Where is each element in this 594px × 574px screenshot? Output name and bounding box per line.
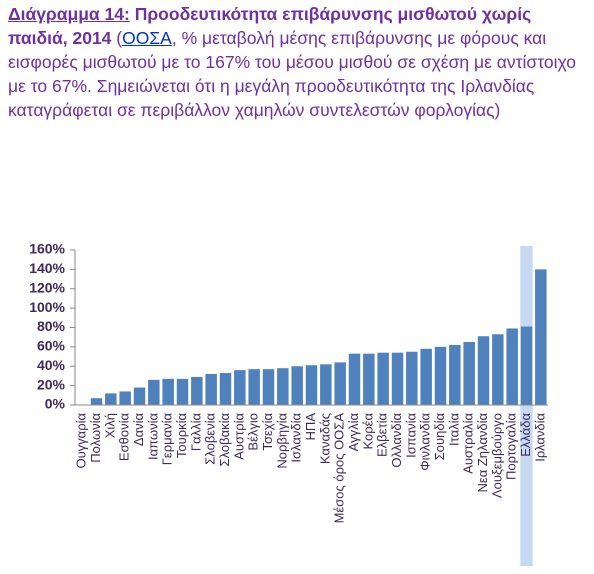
x-tick-label: Ισλανδία: [289, 413, 304, 463]
bar: [248, 369, 260, 405]
y-tick-label: 40%: [37, 357, 66, 373]
y-tick-label: 140%: [29, 260, 65, 276]
bar: [492, 334, 504, 405]
x-tick-label: Γαλλία: [188, 413, 203, 452]
x-tick-label: Αγγλία: [346, 413, 361, 452]
y-tick-label: 100%: [29, 299, 65, 315]
bar: [391, 352, 404, 405]
x-tick-label: Τσεχία: [260, 413, 275, 451]
bar: [119, 391, 131, 405]
bar: [348, 353, 361, 405]
x-tick-label: Βέλγιο: [246, 413, 261, 451]
x-tick-label: Καναδάς: [317, 413, 332, 464]
x-tick-label: Σλοβενία: [203, 413, 218, 465]
x-tick-label: Χιλή: [102, 413, 117, 438]
x-tick-label: Πολωνία: [88, 413, 103, 463]
bar: [535, 269, 547, 405]
chart-title: Προοδευτικότητα επιβάρυνσης μισθωτού χωρ…: [8, 4, 532, 48]
bar: [377, 352, 389, 405]
x-tick-label: Δανία: [131, 413, 146, 447]
x-tick-label: Φινλανδία: [418, 413, 433, 471]
bar: [176, 378, 189, 405]
bar: [334, 362, 346, 405]
x-tick-label: Ισπανία: [403, 413, 418, 458]
bar: [434, 346, 447, 405]
x-tick-label: Μέσος όρος ΟΟΣΑ: [332, 413, 347, 524]
bar: [277, 368, 289, 405]
x-tick-label: Πορτογαλία: [504, 413, 519, 480]
x-tick-label: Νεα Ζηλανδία: [475, 413, 490, 493]
header: Διάγραμμα 14: Προοδευτικότητα επιβάρυνση…: [8, 2, 586, 122]
bar: [105, 393, 117, 405]
x-tick-label: Ελλάδα: [518, 413, 533, 457]
source-prefix: (: [116, 28, 123, 48]
x-tick-label: Ουγγαρία: [74, 413, 89, 469]
x-tick-label: Γερμανία: [160, 413, 175, 466]
title-label: Διάγραμμα 14:: [8, 4, 130, 24]
y-tick-label: 0%: [45, 396, 66, 412]
bar: [291, 366, 303, 405]
x-tick-label: Ιρλανδία: [532, 413, 547, 462]
bar: [420, 348, 432, 405]
x-tick-label: Κορέα: [360, 413, 375, 450]
bar: [320, 364, 332, 405]
bar: [234, 370, 246, 405]
bar: [449, 344, 461, 405]
bar: [477, 336, 490, 405]
bar: [205, 374, 217, 405]
bar: [262, 369, 275, 405]
y-tick-label: 160%: [29, 241, 65, 257]
bar: [219, 373, 232, 405]
x-tick-label: Αυστρία: [231, 413, 246, 460]
bar: [305, 365, 318, 405]
bar: [148, 379, 160, 405]
bar: [90, 398, 103, 405]
x-tick-label: Σλοβακία: [217, 413, 232, 467]
y-tick-label: 120%: [29, 279, 65, 295]
source-link[interactable]: ΟΟΣΑ: [122, 28, 172, 48]
bar: [191, 376, 203, 405]
bar: [463, 342, 475, 405]
bar: [406, 351, 418, 405]
bar: [506, 328, 518, 405]
subtitle: , % μεταβολή μέσης επιβάρυνσης με φόρους…: [8, 28, 576, 120]
y-tick-label: 80%: [37, 318, 66, 334]
x-tick-label: Σουηδία: [432, 413, 447, 461]
x-tick-label: Ιαπωνία: [145, 413, 160, 460]
x-tick-label: Νορβηγία: [274, 413, 289, 469]
y-tick-label: 20%: [37, 376, 66, 392]
x-tick-label: Αυστραλία: [461, 413, 476, 474]
bar: [162, 378, 174, 405]
bar: [363, 353, 375, 405]
x-tick-label: ΗΠΑ: [303, 413, 318, 441]
x-tick-label: Τουρκία: [174, 413, 189, 459]
x-tick-label: Ελβετία: [375, 413, 390, 457]
bar: [520, 326, 533, 405]
highlight-band: [520, 246, 533, 566]
x-tick-label: Ολλανδία: [389, 413, 404, 468]
bar: [133, 387, 146, 405]
y-tick-label: 60%: [37, 338, 66, 354]
x-tick-label: Ιταλία: [446, 413, 461, 446]
x-tick-label: Εσθονία: [117, 413, 132, 462]
x-tick-label: Λουξεμβούργο: [489, 413, 504, 498]
